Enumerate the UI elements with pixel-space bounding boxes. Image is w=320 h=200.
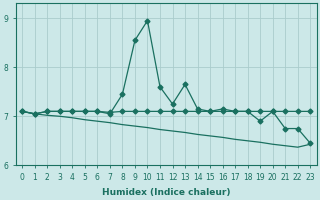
X-axis label: Humidex (Indice chaleur): Humidex (Indice chaleur) xyxy=(102,188,230,197)
